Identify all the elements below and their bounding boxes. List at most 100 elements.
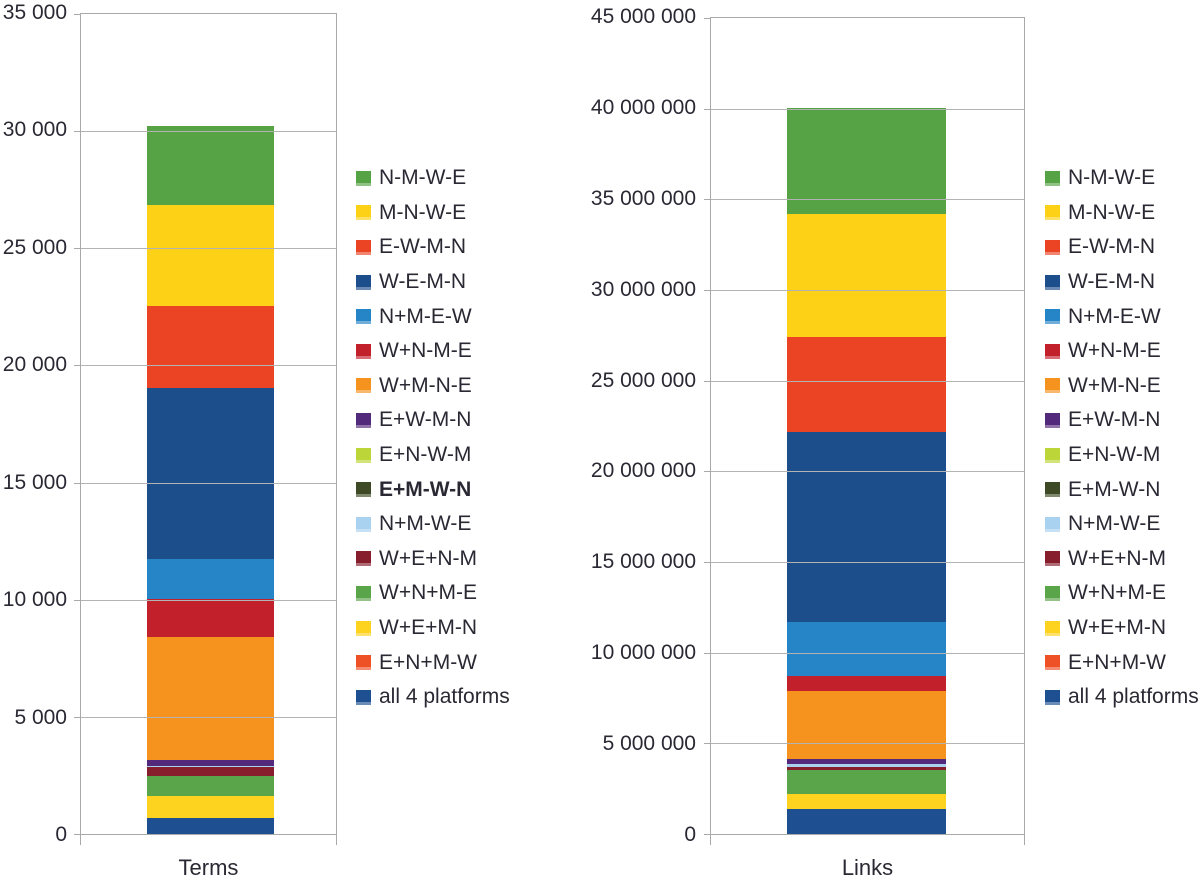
legend-item: E+M-W-N [356,472,510,507]
y-tick [74,131,80,133]
bar-segment-W+M-N-E [147,637,274,761]
legend-label: M-N-W-E [1068,200,1156,224]
legend-item: W+N-M-E [356,334,510,369]
y-tick [704,380,710,382]
legend-item: N+M-E-W [1045,299,1199,334]
legend-swatch [1045,551,1060,567]
y-tick-label: 35 000 000 [590,186,696,210]
legend-swatch [356,482,371,498]
legend-swatch [356,655,371,671]
legend-swatch [1045,516,1060,532]
y-tick-label: 35 000 [2,1,67,24]
legend-item: N+M-W-E [1045,507,1199,542]
gridline [81,365,336,367]
gridline [711,289,1024,291]
legend-label: E+N-W-M [379,443,472,467]
y-tick-label: 10 000 000 [590,641,696,665]
legend-swatch [356,412,371,428]
stacked-bar [147,14,274,834]
legend: N-M-W-E M-N-W-E E-W-M-N W-E-M-N N+M-E-W W+N-M… [356,161,510,715]
legend-label: N+M-W-E [1068,512,1161,536]
bar-segment-W+N-M-E [787,675,946,691]
bar-segment-W+N-M-E [147,598,274,638]
legend-label: E+M-W-N [379,477,472,501]
legend-item: E+N+M-W [356,645,510,680]
x-axis-label: Links [841,855,894,880]
legend-item: N+M-W-E [356,507,510,542]
legend-label: W+N+M-E [379,581,478,605]
plot-area [704,17,1025,845]
legend-item: all 4 platforms [356,680,510,715]
legend-swatch [356,551,371,567]
legend-swatch [1045,585,1060,601]
bar-segment-W+N+M-E [787,769,946,794]
bar-segment-N+M-E-W [147,558,274,599]
bar-segment-N+M-W-E [147,765,274,768]
legend-swatch [356,170,371,186]
y-tick [74,716,80,718]
legend-item: W+M-N-E [1045,369,1199,404]
bar-segment-W+E+N-M [147,767,274,776]
y-tick-label: 25 000 [2,235,67,259]
bar-segment-W+E+M-N [147,795,274,818]
legend-label: E-W-M-N [1068,235,1156,259]
legend-item: N-M-W-E [1045,161,1199,196]
y-tick-label: 25 000 000 [590,368,696,392]
legend-label: W+E+M-N [379,616,478,640]
x-tick [336,835,337,845]
legend-label: E+W-M-N [1068,408,1161,432]
legend-item: W-E-M-N [1045,265,1199,300]
legend-label: all 4 platforms [1068,685,1199,709]
y-axis-labels: 35 000 30 000 25 000 20 000 15 000 10 000 5 00… [0,1,67,846]
legend-label: E+N+M-W [1068,650,1167,674]
x-tick [80,835,81,845]
legend-label: N-M-W-E [379,166,467,190]
gridline [711,108,1024,110]
legend-swatch [356,516,371,532]
legend-item: M-N-W-E [356,196,510,231]
bar-segment-W-E-M-N [147,387,274,559]
bar-segment-W+M-N-E [787,690,946,760]
legend-label: N+M-E-W [379,304,472,328]
legend-swatch [1045,170,1060,186]
legend-item: E-W-M-N [1045,230,1199,265]
bar-segment-E+W-M-N [147,760,274,766]
legend-item: W+E+M-N [1045,611,1199,646]
legend-label: W+N-M-E [1068,339,1161,363]
legend-swatch [1045,655,1060,671]
legend-swatch [1045,412,1060,428]
bar-segment-E-W-M-N [147,305,274,388]
legend-swatch [1045,274,1060,290]
legend: N-M-W-E M-N-W-E E-W-M-N W-E-M-N N+M-E-W W+N-M… [1045,161,1199,715]
y-tick [704,199,710,201]
bar-segment-E+W-M-N [787,759,946,765]
legend-swatch [356,274,371,290]
y-tick [74,482,80,484]
legend-swatch [1045,447,1060,463]
legend-label: W+M-N-E [379,373,472,397]
x-tick [710,835,711,845]
legend-swatch [1045,689,1060,705]
legend-label: E-W-M-N [379,235,467,259]
legend-item: W+E+N-M [1045,542,1199,577]
bar-segment-W+N+M-E [147,775,274,796]
bar-segment-N-M-W-E [787,108,946,215]
x-tick [1024,835,1025,845]
bar-segment-W+E+M-N [787,793,946,809]
legend-item: N+M-E-W [356,299,510,334]
legend-swatch [1045,378,1060,394]
gridline [81,248,336,250]
legend-item: E+N+M-W [1045,645,1199,680]
y-tick [74,14,80,15]
legend-label: N+M-W-E [379,512,472,536]
gridline [711,471,1024,473]
legend-item: W+M-N-E [356,369,510,404]
gridline [81,599,336,601]
y-tick-label: 40 000 000 [590,95,696,119]
legend-swatch [356,447,371,463]
bar-segment-W-E-M-N [787,431,946,623]
gridline [711,743,1024,745]
bar-segment-W+E+N-M [787,766,946,770]
legend-item: M-N-W-E [1045,196,1199,231]
